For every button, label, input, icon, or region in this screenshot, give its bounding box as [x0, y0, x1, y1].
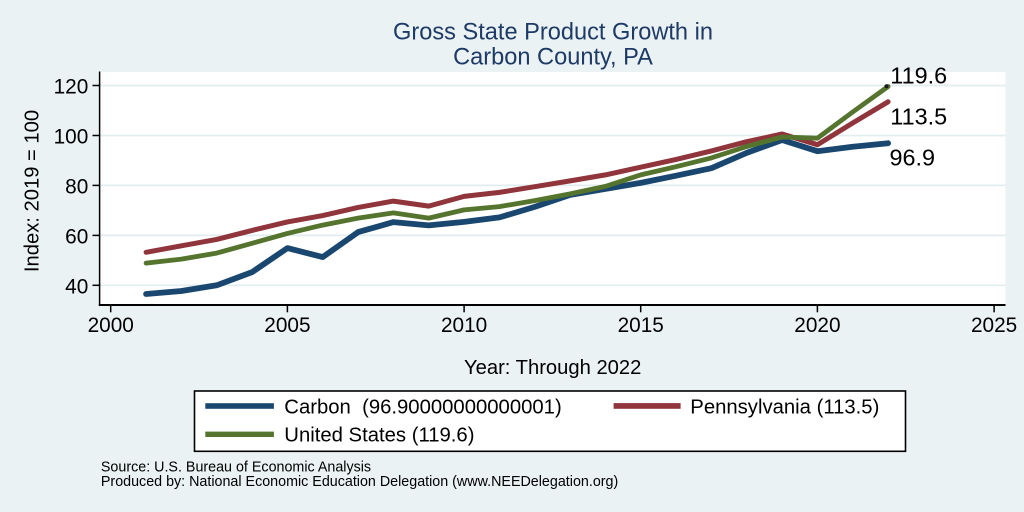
svg-text:Produced by: National Economic: Produced by: National Economic Education…: [101, 474, 618, 490]
svg-text:119.6: 119.6: [890, 62, 947, 88]
svg-text:40: 40: [65, 275, 88, 298]
svg-text:Carbon County, PA: Carbon County, PA: [453, 45, 653, 71]
svg-text:2000: 2000: [88, 314, 134, 337]
svg-text:2025: 2025: [971, 314, 1017, 337]
svg-text:Gross State Product Growth in: Gross State Product Growth in: [393, 20, 713, 46]
svg-text:Source: U.S. Bureau of Economi: Source: U.S. Bureau of Economic Analysis: [101, 460, 371, 476]
svg-text:Year: Through 2022: Year: Through 2022: [464, 357, 641, 379]
svg-text:2005: 2005: [264, 314, 310, 337]
svg-text:Carbon (96.90000000000001): Carbon (96.90000000000001): [284, 396, 561, 418]
svg-text:Pennsylvania (113.5): Pennsylvania (113.5): [690, 396, 879, 418]
svg-text:80: 80: [65, 175, 88, 198]
svg-text:Index: 2019 = 100: Index: 2019 = 100: [22, 110, 44, 272]
svg-text:96.9: 96.9: [890, 144, 936, 170]
svg-text:2010: 2010: [441, 314, 487, 337]
svg-text:60: 60: [65, 225, 88, 248]
svg-text:100: 100: [54, 126, 89, 149]
svg-text:United States (119.6): United States (119.6): [284, 425, 474, 447]
svg-text:2020: 2020: [794, 314, 840, 337]
svg-text:113.5: 113.5: [890, 103, 947, 129]
svg-text:2015: 2015: [618, 314, 664, 337]
svg-text:120: 120: [54, 76, 89, 99]
